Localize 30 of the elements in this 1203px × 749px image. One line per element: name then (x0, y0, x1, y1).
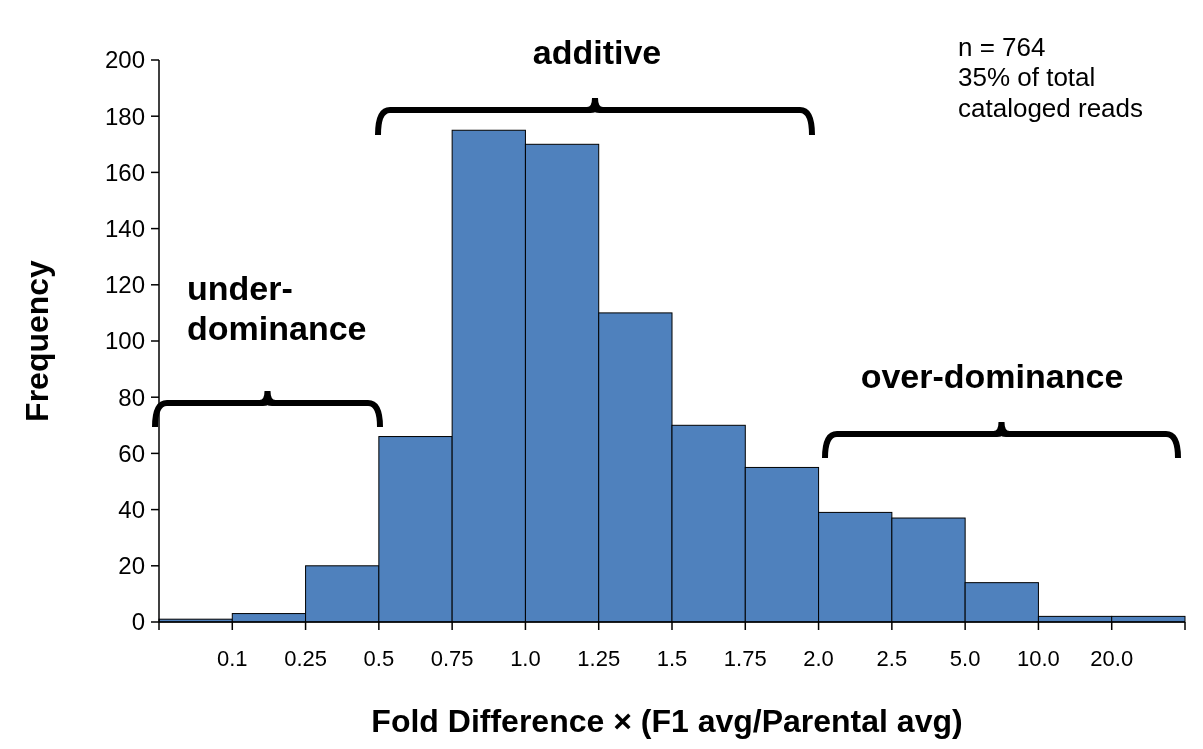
x-axis-title: Fold Difference × (F1 avg/Parental avg) (371, 703, 963, 739)
y-tick-label: 60 (118, 439, 145, 467)
text: 1.75 (723, 646, 767, 671)
text: 0.25 (284, 646, 327, 671)
y-tick-label: 140 (104, 215, 145, 242)
y-tick-label: 200 (104, 46, 145, 74)
text: 1.5 (656, 646, 688, 671)
text: 0.75 (430, 646, 474, 671)
y-tick-label: 40 (118, 496, 145, 523)
y-axis-title: Frequency (19, 259, 55, 422)
text: 20.0 (1090, 646, 1134, 671)
y-tick-label: 0 (131, 608, 145, 636)
y-tick-label: 100 (104, 327, 145, 355)
annotation: over-dominance (860, 357, 1124, 395)
annotation: under- dominance (187, 269, 367, 347)
text: 1.25 (577, 646, 621, 671)
text: 0.5 (363, 646, 395, 671)
annotation: n = 764 35% of total cataloged reads (958, 32, 1144, 123)
text: 0.1 (216, 646, 248, 671)
y-tick-label: 20 (118, 552, 145, 580)
text: 10.0 (1017, 646, 1060, 671)
y-tick-label: 160 (104, 158, 145, 186)
y-tick-label: 180 (104, 102, 145, 130)
y-tick-label: 80 (118, 383, 145, 411)
text: 2.0 (803, 646, 834, 671)
annotation: additive (532, 33, 662, 71)
text: 5.0 (949, 646, 981, 671)
text: 2.5 (876, 646, 908, 671)
y-tick-label: 120 (104, 271, 145, 299)
text: 1.0 (510, 646, 541, 671)
